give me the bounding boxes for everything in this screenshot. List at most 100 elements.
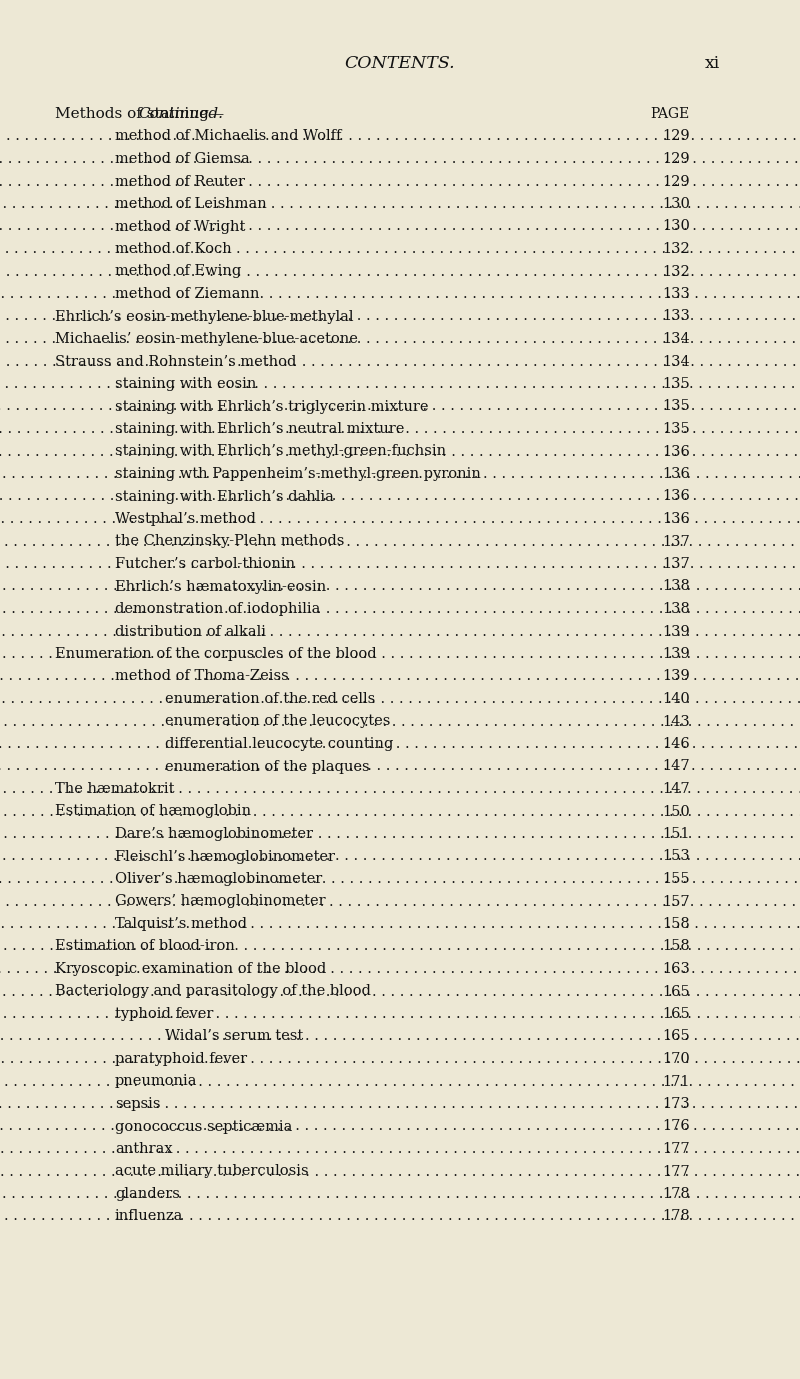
Text: method of Reuter: method of Reuter	[115, 175, 245, 189]
Text: PAGE: PAGE	[650, 108, 690, 121]
Text: . . . . . . . . . . . . . . . . . . . . . . . . . . . . . . . . . . . . . . . . : . . . . . . . . . . . . . . . . . . . . …	[0, 985, 800, 998]
Text: enumeration of the leucocytes: enumeration of the leucocytes	[165, 714, 390, 728]
Text: The hæmatokrit: The hæmatokrit	[55, 782, 174, 796]
Text: 130: 130	[662, 219, 690, 233]
Text: Enumeration of the corpuscles of the blood: Enumeration of the corpuscles of the blo…	[55, 647, 377, 661]
Text: . . . . . . . . . . . . . . . . . . . . . . . . . . . . . . . . . . . . . . . . : . . . . . . . . . . . . . . . . . . . . …	[0, 490, 800, 503]
Text: influenza: influenza	[115, 1209, 183, 1223]
Text: 165: 165	[662, 985, 690, 998]
Text: Futcher’s carbol-thionin: Futcher’s carbol-thionin	[115, 557, 295, 571]
Text: Fleischl’s hæmoglobinometer: Fleischl’s hæmoglobinometer	[115, 849, 335, 863]
Text: 158: 158	[662, 939, 690, 953]
Text: . . . . . . . . . . . . . . . . . . . . . . . . . . . . . . . . . . . . . . . . : . . . . . . . . . . . . . . . . . . . . …	[0, 1164, 800, 1179]
Text: . . . . . . . . . . . . . . . . . . . . . . . . . . . . . . . . . . . . . . . . : . . . . . . . . . . . . . . . . . . . . …	[0, 625, 800, 638]
Text: . . . . . . . . . . . . . . . . . . . . . . . . . . . . . . . . . . . . . . . . : . . . . . . . . . . . . . . . . . . . . …	[0, 309, 800, 324]
Text: . . . . . . . . . . . . . . . . . . . . . . . . . . . . . . . . . . . . . . . . : . . . . . . . . . . . . . . . . . . . . …	[0, 804, 800, 819]
Text: . . . . . . . . . . . . . . . . . . . . . . . . . . . . . . . . . . . . . . . . : . . . . . . . . . . . . . . . . . . . . …	[0, 647, 800, 661]
Text: 153: 153	[662, 849, 690, 863]
Text: 134: 134	[662, 354, 690, 368]
Text: 155: 155	[662, 872, 690, 885]
Text: 138: 138	[662, 603, 690, 616]
Text: 129: 129	[662, 175, 690, 189]
Text: 177: 177	[662, 1142, 690, 1156]
Text: 147: 147	[662, 760, 690, 774]
Text: 165: 165	[662, 1030, 690, 1044]
Text: Kryoscopic examination of the blood: Kryoscopic examination of the blood	[55, 963, 326, 976]
Text: 147: 147	[662, 782, 690, 796]
Text: distribution of alkali: distribution of alkali	[115, 625, 266, 638]
Text: Dare’s hæmoglobinometer: Dare’s hæmoglobinometer	[115, 827, 313, 841]
Text: 151: 151	[662, 827, 690, 841]
Text: Gowers’ hæmoglobinometer: Gowers’ hæmoglobinometer	[115, 895, 326, 909]
Text: Michaelis’ eosin-methylene-blue-acetone: Michaelis’ eosin-methylene-blue-acetone	[55, 332, 358, 346]
Text: . . . . . . . . . . . . . . . . . . . . . . . . . . . . . . . . . . . . . . . . : . . . . . . . . . . . . . . . . . . . . …	[0, 444, 800, 458]
Text: pneumonia: pneumonia	[115, 1074, 198, 1088]
Text: . . . . . . . . . . . . . . . . . . . . . . . . . . . . . . . . . . . . . . . . : . . . . . . . . . . . . . . . . . . . . …	[0, 332, 800, 346]
Text: . . . . . . . . . . . . . . . . . . . . . . . . . . . . . . . . . . . . . . . . : . . . . . . . . . . . . . . . . . . . . …	[0, 782, 800, 796]
Text: . . . . . . . . . . . . . . . . . . . . . . . . . . . . . . . . . . . . . . . . : . . . . . . . . . . . . . . . . . . . . …	[0, 669, 800, 684]
Text: 133: 133	[662, 309, 690, 324]
Text: . . . . . . . . . . . . . . . . . . . . . . . . . . . . . . . . . . . . . . . . : . . . . . . . . . . . . . . . . . . . . …	[0, 354, 800, 368]
Text: 177: 177	[662, 1164, 690, 1179]
Text: Widal’s serum test: Widal’s serum test	[165, 1030, 303, 1044]
Text: gonococcus septicæmia: gonococcus septicæmia	[115, 1120, 292, 1134]
Text: CONTENTS.: CONTENTS.	[345, 55, 455, 72]
Text: . . . . . . . . . . . . . . . . . . . . . . . . . . . . . . . . . . . . . . . . : . . . . . . . . . . . . . . . . . . . . …	[0, 579, 800, 593]
Text: staining wth Pappenheim’s-methyl-green pyronin: staining wth Pappenheim’s-methyl-green p…	[115, 467, 481, 481]
Text: paratyphoid fever: paratyphoid fever	[115, 1052, 247, 1066]
Text: 150: 150	[662, 804, 690, 819]
Text: . . . . . . . . . . . . . . . . . . . . . . . . . . . . . . . . . . . . . . . . : . . . . . . . . . . . . . . . . . . . . …	[0, 872, 800, 885]
Text: 158: 158	[662, 917, 690, 931]
Text: Ehrlich’s eosin-methylene-blue-methylal: Ehrlich’s eosin-methylene-blue-methylal	[55, 309, 354, 324]
Text: 132: 132	[662, 265, 690, 279]
Text: 132: 132	[662, 241, 690, 256]
Text: . . . . . . . . . . . . . . . . . . . . . . . . . . . . . . . . . . . . . . . . : . . . . . . . . . . . . . . . . . . . . …	[0, 1098, 800, 1111]
Text: . . . . . . . . . . . . . . . . . . . . . . . . . . . . . . . . . . . . . . . . : . . . . . . . . . . . . . . . . . . . . …	[0, 714, 800, 728]
Text: . . . . . . . . . . . . . . . . . . . . . . . . . . . . . . . . . . . . . . . . : . . . . . . . . . . . . . . . . . . . . …	[0, 1030, 800, 1044]
Text: . . . . . . . . . . . . . . . . . . . . . . . . . . . . . . . . . . . . . . . . : . . . . . . . . . . . . . . . . . . . . …	[0, 849, 800, 863]
Text: method of Koch: method of Koch	[115, 241, 232, 256]
Text: 136: 136	[662, 467, 690, 481]
Text: Westphal’s method: Westphal’s method	[115, 512, 256, 525]
Text: 139: 139	[662, 647, 690, 661]
Text: glanders: glanders	[115, 1187, 180, 1201]
Text: method of Ewing: method of Ewing	[115, 265, 242, 279]
Text: typhoid fever: typhoid fever	[115, 1007, 214, 1020]
Text: . . . . . . . . . . . . . . . . . . . . . . . . . . . . . . . . . . . . . . . . : . . . . . . . . . . . . . . . . . . . . …	[0, 557, 800, 571]
Text: . . . . . . . . . . . . . . . . . . . . . . . . . . . . . . . . . . . . . . . . : . . . . . . . . . . . . . . . . . . . . …	[0, 895, 800, 909]
Text: . . . . . . . . . . . . . . . . . . . . . . . . . . . . . . . . . . . . . . . . : . . . . . . . . . . . . . . . . . . . . …	[0, 1074, 800, 1088]
Text: 129: 129	[662, 152, 690, 165]
Text: . . . . . . . . . . . . . . . . . . . . . . . . . . . . . . . . . . . . . . . . : . . . . . . . . . . . . . . . . . . . . …	[0, 1120, 800, 1134]
Text: staining with Ehrlich’s methyl-green-fuchsin: staining with Ehrlich’s methyl-green-fuc…	[115, 444, 446, 458]
Text: . . . . . . . . . . . . . . . . . . . . . . . . . . . . . . . . . . . . . . . . : . . . . . . . . . . . . . . . . . . . . …	[0, 376, 800, 392]
Text: 137: 137	[662, 557, 690, 571]
Text: 136: 136	[662, 490, 690, 503]
Text: . . . . . . . . . . . . . . . . . . . . . . . . . . . . . . . . . . . . . . . . : . . . . . . . . . . . . . . . . . . . . …	[0, 827, 800, 841]
Text: . . . . . . . . . . . . . . . . . . . . . . . . . . . . . . . . . . . . . . . . : . . . . . . . . . . . . . . . . . . . . …	[0, 1142, 800, 1156]
Text: anthrax: anthrax	[115, 1142, 173, 1156]
Text: 139: 139	[662, 669, 690, 684]
Text: . . . . . . . . . . . . . . . . . . . . . . . . . . . . . . . . . . . . . . . . : . . . . . . . . . . . . . . . . . . . . …	[0, 1052, 800, 1066]
Text: . . . . . . . . . . . . . . . . . . . . . . . . . . . . . . . . . . . . . . . . : . . . . . . . . . . . . . . . . . . . . …	[0, 1187, 800, 1201]
Text: differential leucocyte counting: differential leucocyte counting	[165, 736, 394, 752]
Text: . . . . . . . . . . . . . . . . . . . . . . . . . . . . . . . . . . . . . . . . : . . . . . . . . . . . . . . . . . . . . …	[0, 467, 800, 481]
Text: . . . . . . . . . . . . . . . . . . . . . . . . . . . . . . . . . . . . . . . . : . . . . . . . . . . . . . . . . . . . . …	[0, 219, 800, 233]
Text: method of Leishman: method of Leishman	[115, 197, 266, 211]
Text: Strauss and Rohnstein’s method: Strauss and Rohnstein’s method	[55, 354, 296, 368]
Text: 165: 165	[662, 1007, 690, 1020]
Text: 170: 170	[662, 1052, 690, 1066]
Text: 136: 136	[662, 444, 690, 458]
Text: . . . . . . . . . . . . . . . . . . . . . . . . . . . . . . . . . . . . . . . . : . . . . . . . . . . . . . . . . . . . . …	[0, 692, 800, 706]
Text: . . . . . . . . . . . . . . . . . . . . . . . . . . . . . . . . . . . . . . . . : . . . . . . . . . . . . . . . . . . . . …	[0, 512, 800, 525]
Text: staining with Ehrlich’s triglycerin mixture: staining with Ehrlich’s triglycerin mixt…	[115, 400, 429, 414]
Text: method of Thoma-Zeiss: method of Thoma-Zeiss	[115, 669, 289, 684]
Text: . . . . . . . . . . . . . . . . . . . . . . . . . . . . . . . . . . . . . . . . : . . . . . . . . . . . . . . . . . . . . …	[0, 963, 800, 976]
Text: Continued.: Continued.	[138, 108, 223, 121]
Text: 139: 139	[662, 625, 690, 638]
Text: staining with eosin: staining with eosin	[115, 376, 256, 392]
Text: Oliver’s hæmoglobinometer: Oliver’s hæmoglobinometer	[115, 872, 322, 885]
Text: 157: 157	[662, 895, 690, 909]
Text: 146: 146	[662, 736, 690, 752]
Text: 134: 134	[662, 332, 690, 346]
Text: staining with Ehrlich’s dahlia: staining with Ehrlich’s dahlia	[115, 490, 334, 503]
